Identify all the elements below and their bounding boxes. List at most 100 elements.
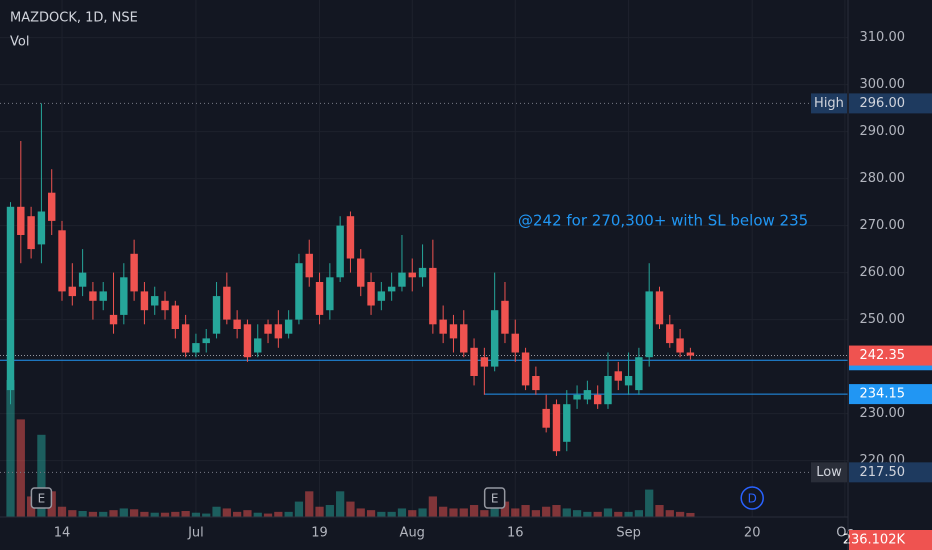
candle-body: [377, 291, 386, 301]
volume-bar: [439, 506, 448, 517]
candle-body: [37, 211, 46, 245]
candle-body: [284, 319, 293, 334]
candle-body: [326, 277, 334, 311]
volume-bar: [645, 489, 654, 517]
extreme-name-box: [811, 93, 847, 114]
candle-body: [192, 343, 200, 353]
price-label-box: [849, 384, 932, 405]
volume-bar: [686, 512, 695, 517]
candle-body: [346, 216, 355, 259]
volume-bar: [418, 508, 427, 517]
candle-body: [593, 394, 602, 405]
last-price-box: [849, 345, 932, 366]
candle-body: [408, 272, 416, 278]
price-label: 234.15: [860, 387, 906, 402]
candle-body: [223, 286, 231, 320]
volume-bar: [449, 508, 458, 517]
volume-label: 236.102K: [843, 533, 906, 548]
volume-bar: [675, 511, 685, 517]
y-tick-label: 290.00: [860, 124, 906, 139]
candle-body: [624, 376, 633, 386]
event-marker: [740, 486, 764, 510]
candle-body: [604, 376, 612, 405]
volume-bar: [377, 511, 386, 517]
volume-bar: [480, 510, 489, 517]
volume-bar: [171, 511, 180, 517]
volume-bar: [469, 505, 479, 517]
candle-body: [78, 272, 87, 287]
candle-body: [666, 324, 674, 344]
candle-body: [470, 347, 478, 376]
volume-bar: [562, 508, 571, 517]
candle-body: [655, 291, 664, 325]
volume-bar: [6, 380, 15, 517]
candle-body: [398, 272, 406, 287]
candle-body: [418, 267, 427, 278]
candle-body: [521, 352, 530, 386]
volume-bar: [521, 505, 530, 517]
candle-body: [6, 206, 15, 391]
candle-body: [490, 310, 499, 367]
volume-bar: [346, 501, 355, 517]
candle-body: [151, 296, 159, 306]
candle-body: [552, 404, 561, 452]
candle-body: [68, 286, 77, 297]
volume-bar: [500, 501, 510, 517]
candle-body: [233, 319, 241, 329]
x-tick-label: Aug: [400, 526, 425, 541]
candle-body: [171, 305, 180, 329]
y-tick-label: 310.00: [860, 30, 906, 45]
volume-bar: [572, 510, 582, 517]
volume-bar: [603, 508, 613, 517]
y-tick-label: 250.00: [860, 312, 906, 327]
volume-bar: [428, 496, 437, 517]
volume-bar: [397, 508, 407, 517]
volume-bar: [284, 511, 293, 517]
candle-body: [614, 371, 622, 381]
candle-body: [89, 291, 97, 301]
x-tick-label: Sep: [616, 526, 641, 541]
candle-body: [17, 206, 25, 235]
volume-bar: [78, 511, 87, 517]
candle-body: [480, 357, 489, 367]
volume-bar: [233, 511, 242, 517]
x-tick-label: 20: [744, 526, 761, 541]
y-tick-label: 260.00: [860, 265, 906, 280]
volume-bar: [274, 511, 283, 517]
volume-bar: [294, 501, 304, 517]
candle-body: [140, 291, 149, 311]
x-tick-label: 19: [311, 526, 328, 541]
volume-bar: [593, 511, 602, 517]
volume-bar: [119, 508, 128, 517]
volume-bar: [160, 512, 170, 517]
volume-title: Vol: [10, 35, 29, 50]
volume-bar: [109, 510, 118, 517]
extreme-name-box: [811, 462, 847, 483]
y-tick-label: 300.00: [860, 77, 906, 92]
extreme-name: Low: [816, 465, 842, 480]
event-marker: [483, 487, 506, 509]
candle-body: [295, 263, 303, 320]
volume-bar: [655, 505, 664, 517]
volume-bar: [583, 511, 592, 517]
volume-bar: [243, 510, 252, 517]
volume-bar: [542, 506, 551, 517]
volume-bar: [624, 511, 633, 517]
volume-bar: [130, 509, 139, 517]
volume-bar: [459, 508, 468, 517]
candle-body: [357, 258, 365, 287]
candle-body: [202, 338, 210, 344]
candle-body: [254, 338, 262, 353]
x-tick-label: 14: [54, 526, 71, 541]
volume-bar: [140, 511, 149, 517]
volume-bar: [99, 511, 108, 517]
volume-bar: [181, 511, 190, 517]
candle-body: [274, 324, 283, 339]
extreme-value: 217.50: [860, 465, 906, 480]
volume-bar: [336, 491, 345, 517]
candle-body: [99, 291, 107, 301]
candle-body: [264, 324, 272, 334]
candle-body: [367, 282, 375, 306]
volume-bar: [552, 505, 561, 517]
